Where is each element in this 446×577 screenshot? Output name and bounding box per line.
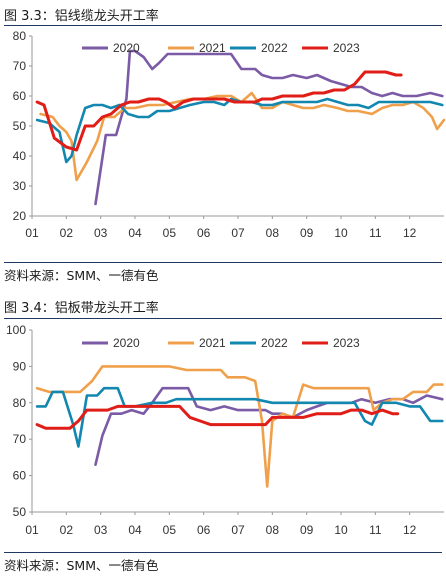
x-tick-label: 02 bbox=[60, 226, 74, 240]
legend-label-2021: 2021 bbox=[199, 41, 226, 55]
x-tick-label: 06 bbox=[197, 523, 211, 537]
x-tick-label: 08 bbox=[266, 523, 280, 537]
line-chart-sheet-strip: 50 60 70 80 90 100 01 02 03 04 05 06 07 08 09 10 11 12 202… bbox=[6, 323, 444, 537]
y-tick-label: 80 bbox=[13, 396, 27, 410]
x-tick-label: 11 bbox=[369, 523, 382, 537]
x-tick-label: 08 bbox=[266, 226, 280, 240]
series-line-2020 bbox=[94, 49, 444, 206]
figure-source-2: 资料来源：SMM、一德有色 bbox=[4, 558, 159, 573]
y-tick-label: 90 bbox=[13, 359, 27, 373]
x-tick-label: 07 bbox=[231, 226, 245, 240]
y-tick-label: 100 bbox=[6, 323, 26, 337]
figure-source-1: 资料来源：SMM、一德有色 bbox=[4, 268, 159, 283]
y-tick-label: 50 bbox=[13, 119, 27, 133]
series-line-2023 bbox=[35, 70, 403, 152]
legend-label-2022: 2022 bbox=[261, 336, 288, 350]
x-tick-label: 03 bbox=[94, 523, 108, 537]
x-tick-label: 03 bbox=[94, 226, 108, 240]
series-line-2021 bbox=[35, 365, 444, 488]
legend-label-2022: 2022 bbox=[261, 41, 288, 55]
x-tick-label: 05 bbox=[163, 523, 177, 537]
y-tick-label: 20 bbox=[13, 209, 27, 223]
x-tick-label: 02 bbox=[60, 523, 74, 537]
x-tick-label: 07 bbox=[231, 523, 245, 537]
y-tick-label: 80 bbox=[13, 29, 27, 43]
title-rule-1 bbox=[4, 25, 442, 26]
legend-label-2020: 2020 bbox=[113, 41, 140, 55]
series-line-2022 bbox=[35, 386, 444, 448]
figure-title-2: 图 3.4：铝板带龙头开工率 bbox=[4, 301, 159, 316]
x-tick-label: 12 bbox=[403, 226, 417, 240]
y-tick-label: 70 bbox=[13, 59, 27, 73]
legend-label-2023: 2023 bbox=[333, 41, 360, 55]
x-tick-label: 05 bbox=[163, 226, 177, 240]
series-line-2021 bbox=[39, 91, 446, 182]
x-tick-label: 10 bbox=[334, 226, 348, 240]
title-rule-2 bbox=[4, 318, 442, 319]
y-tick-label: 60 bbox=[13, 89, 27, 103]
y-tick-label: 50 bbox=[13, 505, 27, 519]
legend-label-2021: 2021 bbox=[199, 336, 226, 350]
x-tick-label: 12 bbox=[403, 523, 417, 537]
x-tick-label: 01 bbox=[25, 523, 39, 537]
x-tick-label: 04 bbox=[128, 523, 142, 537]
y-tick-label: 30 bbox=[13, 179, 27, 193]
x-tick-label: 09 bbox=[300, 226, 314, 240]
y-tick-label: 70 bbox=[13, 432, 27, 446]
source-rule-1 bbox=[4, 262, 442, 263]
y-tick-label: 40 bbox=[13, 149, 27, 163]
x-tick-label: 01 bbox=[25, 226, 39, 240]
source-rule-2 bbox=[4, 552, 442, 553]
figure-title-1: 图 3.3：铝线缆龙头开工率 bbox=[4, 9, 159, 24]
series-line-2023 bbox=[35, 404, 400, 430]
series-line-2022 bbox=[35, 97, 444, 164]
y-tick-label: 60 bbox=[13, 469, 27, 483]
legend-label-2023: 2023 bbox=[333, 336, 360, 350]
x-tick-label: 04 bbox=[128, 226, 142, 240]
x-tick-label: 06 bbox=[197, 226, 211, 240]
x-tick-label: 09 bbox=[300, 523, 314, 537]
x-tick-label: 11 bbox=[369, 226, 382, 240]
legend-label-2020: 2020 bbox=[113, 336, 140, 350]
line-chart-wire-cable: 20 30 40 50 60 70 80 01 02 03 04 05 06 07 08 09 10 11 12 20… bbox=[13, 29, 446, 240]
x-tick-label: 10 bbox=[334, 523, 348, 537]
